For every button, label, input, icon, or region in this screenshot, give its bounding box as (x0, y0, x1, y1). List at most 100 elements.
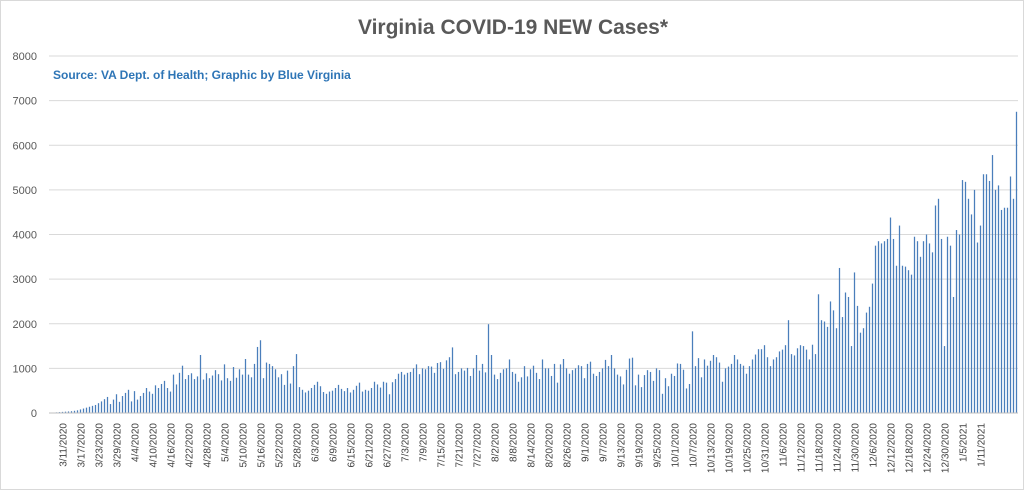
bar (235, 377, 238, 413)
bar (595, 375, 598, 413)
x-tick-label: 5/10/2020 (239, 423, 250, 468)
bar (967, 198, 970, 413)
x-tick-label: 7/27/2020 (473, 423, 484, 468)
x-tick-label: 12/18/2020 (905, 423, 916, 473)
bar (985, 174, 988, 413)
x-tick-label: 5/22/2020 (275, 423, 286, 468)
bar (805, 349, 808, 413)
bar (514, 373, 517, 413)
bar (511, 371, 514, 413)
bar (898, 225, 901, 413)
bar (103, 399, 106, 413)
bar (574, 368, 577, 414)
bar (958, 234, 961, 413)
bar (718, 362, 721, 413)
bar (115, 394, 118, 413)
bar (259, 340, 262, 413)
bar (766, 357, 769, 413)
x-tick-label: 9/7/2020 (599, 423, 610, 462)
bar (139, 396, 142, 413)
bar (955, 230, 958, 413)
bar (553, 363, 556, 413)
x-tick-label: 12/24/2020 (923, 423, 934, 473)
bar (646, 370, 649, 413)
bar (556, 382, 559, 413)
bar (964, 181, 967, 413)
bar (220, 380, 223, 413)
bar (658, 370, 661, 413)
bar (817, 294, 820, 413)
bar (427, 366, 430, 413)
bar (769, 366, 772, 413)
bar (613, 368, 616, 414)
bar (625, 369, 628, 413)
bar (811, 344, 814, 413)
bar (163, 380, 166, 413)
bar (196, 376, 199, 413)
bar (148, 391, 151, 413)
bar (490, 354, 493, 413)
bar (802, 346, 805, 413)
x-tick-label: 11/12/2020 (797, 423, 808, 473)
bar (382, 381, 385, 413)
bar (727, 366, 730, 413)
bar (379, 387, 382, 413)
y-tick-label: 3000 (13, 274, 37, 286)
bar (676, 363, 679, 413)
bar (484, 372, 487, 413)
bar (475, 354, 478, 413)
bar (295, 354, 298, 413)
bar (601, 368, 604, 414)
x-tick-label: 5/4/2020 (221, 423, 232, 462)
bar (850, 346, 853, 413)
bar (94, 404, 97, 413)
bar (742, 365, 745, 413)
bar (364, 389, 367, 413)
bar (568, 373, 571, 413)
bar (502, 369, 505, 413)
bar (469, 375, 472, 413)
bar (505, 368, 508, 414)
bar (463, 370, 466, 413)
bar (901, 265, 904, 413)
bar (607, 366, 610, 413)
bar (508, 359, 511, 413)
x-tick-label: 3/17/2020 (77, 423, 88, 468)
bar (757, 349, 760, 413)
bar (754, 354, 757, 413)
bar (715, 357, 718, 413)
bar (346, 388, 349, 413)
bar (859, 332, 862, 413)
bar (1015, 111, 1018, 413)
bars (49, 111, 1018, 414)
bar (88, 406, 91, 413)
bar (247, 374, 250, 413)
bar (142, 392, 145, 413)
bar (124, 392, 127, 413)
bar (331, 390, 334, 413)
bar (394, 379, 397, 413)
bar (988, 180, 991, 413)
bar (724, 368, 727, 414)
x-tick-label: 11/6/2020 (779, 423, 790, 467)
bar (670, 373, 673, 413)
x-tick-label: 8/14/2020 (527, 423, 538, 468)
bar (328, 391, 331, 413)
x-tick-label: 11/30/2020 (851, 423, 862, 473)
x-tick-label: 8/26/2020 (563, 423, 574, 468)
bar (1003, 207, 1006, 413)
bar (268, 363, 271, 413)
bar (1000, 209, 1003, 413)
bar (628, 358, 631, 413)
x-tick-label: 8/8/2020 (509, 423, 520, 462)
bar (865, 312, 868, 413)
bar (580, 366, 583, 413)
bar (457, 371, 460, 413)
bar (919, 256, 922, 413)
bar (691, 331, 694, 413)
bar (739, 363, 742, 413)
x-tick-label: 1/5/2021 (959, 423, 970, 462)
bar (238, 369, 241, 413)
bar (913, 236, 916, 413)
